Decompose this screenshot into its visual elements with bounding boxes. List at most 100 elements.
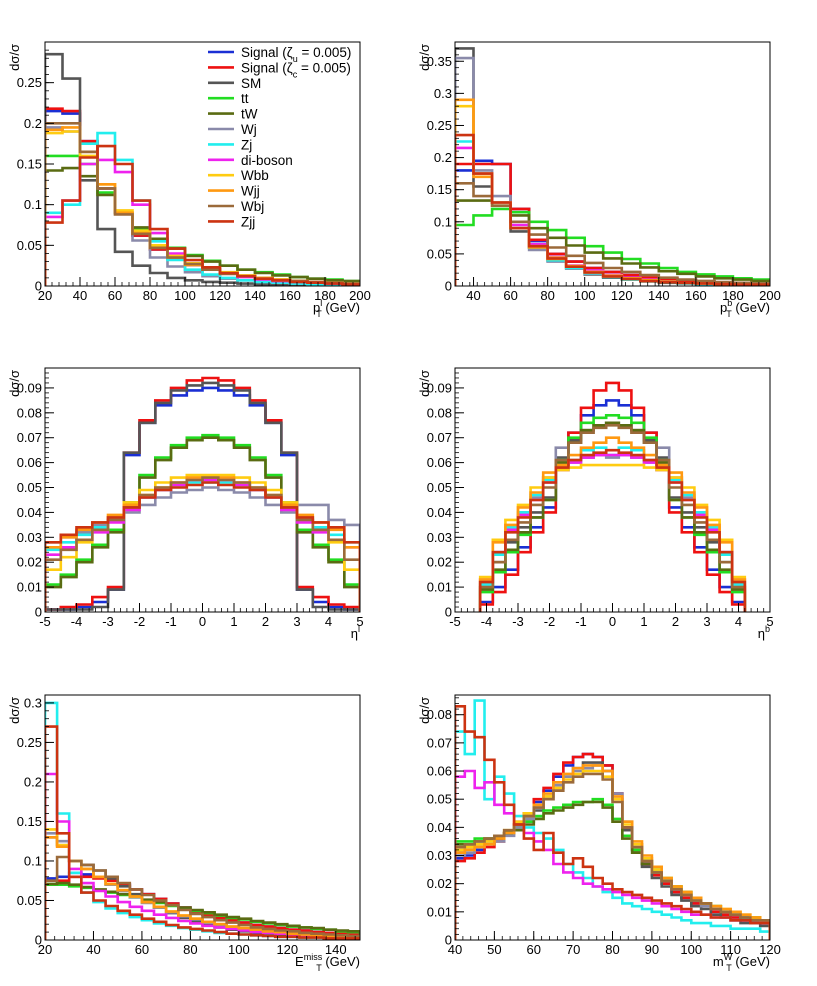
histogram-wbj	[45, 855, 360, 940]
histogram-wjj	[478, 436, 747, 612]
x-tick-label: 40	[466, 288, 480, 303]
histogram-zjj	[45, 481, 360, 612]
x-axis-label-sub: T	[726, 309, 732, 319]
x-tick-label: 60	[135, 942, 149, 957]
legend: Signal (ζu = 0.005)Signal (ζc = 0.005)SM…	[208, 45, 351, 229]
series-group	[455, 47, 770, 286]
y-tick-label: 0.03	[17, 530, 42, 545]
x-tick-label: 100	[680, 942, 702, 957]
x-tick-label: 160	[685, 288, 707, 303]
legend-label: Wbb	[241, 168, 269, 183]
legend-label-text: Wbj	[241, 199, 264, 214]
x-tick-label: 60	[503, 288, 517, 303]
histogram-zjj	[45, 725, 360, 940]
histogram-signal_u	[478, 399, 747, 612]
legend-label: tW	[241, 107, 258, 122]
x-tick-label: 100	[574, 288, 596, 303]
y-tick-label: 0.05	[427, 792, 452, 807]
x-axis-label: Emiss T (GeV)	[295, 952, 360, 973]
y-tick-label: 0.04	[427, 820, 452, 835]
y-tick-label: 0.04	[427, 505, 452, 520]
histogram-wj	[478, 446, 747, 612]
legend-entry-signal_c: Signal (ζc = 0.005)	[208, 60, 351, 79]
x-axis-label-sup: W	[724, 952, 733, 962]
y-tick-label: 0.25	[427, 118, 452, 133]
x-axis-label-unit: (GeV)	[732, 300, 770, 315]
x-tick-label: 180	[314, 288, 336, 303]
x-tick-label: 140	[648, 288, 670, 303]
x-axis-label-main: p	[720, 300, 727, 315]
x-tick-label: 5	[766, 614, 773, 629]
x-tick-label: 4	[735, 614, 742, 629]
y-tick-label: 0.05	[17, 480, 42, 495]
plot-frame	[454, 367, 771, 613]
x-axis-label: ηb	[758, 624, 770, 641]
legend-label-text: SM	[241, 76, 261, 91]
x-tick-label: -4	[71, 614, 83, 629]
x-tick-label: 140	[244, 288, 266, 303]
histogram-tw	[455, 800, 770, 940]
legend-entry-wbj: Wbj	[208, 199, 264, 214]
legend-label-text: Wbb	[241, 168, 269, 183]
series-group	[45, 52, 360, 286]
histogram-signal_c	[478, 381, 747, 612]
x-axis-label-main: η	[351, 626, 358, 641]
x-tick-label: 100	[228, 942, 250, 957]
y-tick-label: 0.25	[17, 75, 42, 90]
x-tick-label: 140	[325, 942, 347, 957]
legend-label: Wbj	[241, 199, 264, 214]
histogram-zjj	[455, 133, 770, 286]
y-tick-label: 0.3	[24, 695, 42, 710]
y-axis-label: dσ/σ	[7, 44, 22, 71]
y-axis-label: dσ/σ	[417, 697, 432, 724]
y-tick-label: 0.04	[17, 505, 42, 520]
x-axis-label: pb T (GeV)	[720, 298, 770, 319]
x-tick-label: 90	[645, 942, 659, 957]
x-tick-label: -3	[102, 614, 114, 629]
histogram-wbb	[478, 463, 747, 612]
y-tick-label: 0.1	[24, 853, 42, 868]
x-tick-label: 110	[720, 942, 741, 957]
x-axis-label: mW T (GeV)	[713, 952, 770, 973]
legend-label: Signal (ζu = 0.005)	[241, 45, 351, 64]
legend-label: tt	[241, 91, 249, 106]
x-tick-label: -1	[575, 614, 587, 629]
histogram-wbj	[478, 424, 747, 612]
y-tick-label: 0.15	[427, 182, 452, 197]
legend-entry-diboson: di-boson	[208, 153, 293, 168]
y-tick-label: 0.05	[17, 238, 42, 253]
y-tick-label: 0.07	[17, 430, 42, 445]
x-tick-label: 2	[672, 614, 679, 629]
x-tick-label: 40	[73, 288, 87, 303]
x-axis-label-sup: b	[727, 298, 732, 308]
x-tick-label: 5	[356, 614, 363, 629]
histogram-tw	[478, 421, 747, 612]
x-axis-label: pl T (GeV)	[313, 298, 360, 319]
y-tick-label: 0.05	[427, 480, 452, 495]
x-tick-label: 40	[86, 942, 100, 957]
legend-entry-wjj: Wjj	[208, 184, 260, 199]
x-axis-label-main: m	[713, 954, 724, 969]
legend-label-sub: u	[293, 54, 298, 64]
legend-label: di-boson	[241, 153, 293, 168]
x-tick-label: 20	[38, 288, 52, 303]
histogram-signal_u	[45, 386, 360, 612]
x-axis-label-sup: b	[765, 624, 770, 634]
y-tick-label: 0.09	[17, 380, 42, 395]
panel-lepton-eta: -5 -4 -3 -2 -1 0 1 2 3 4 5 0 0.01 0.02 0.03 0.04 0.05 0.0…	[7, 367, 364, 641]
panel-missing-et: 20 40 60 80 100 120 140 0 0.05 0.1 0.15 0.2 0.25 0.3d…	[7, 694, 361, 973]
legend-entry-wbb: Wbb	[208, 168, 269, 183]
y-tick-label: 0.03	[427, 848, 452, 863]
y-tick-label: 0.15	[17, 814, 42, 829]
legend-entry-sm: SM	[208, 76, 261, 91]
x-tick-label: 0	[199, 614, 206, 629]
x-tick-label: -4	[481, 614, 493, 629]
legend-label-text: tW	[241, 107, 258, 122]
x-tick-label: 160	[279, 288, 301, 303]
x-axis-label-main: p	[313, 300, 320, 315]
histogram-tw	[45, 436, 360, 612]
x-axis-label-main: η	[758, 626, 765, 641]
legend-entry-tt: tt	[208, 91, 249, 106]
x-tick-label: 60	[108, 288, 122, 303]
histogram-zj	[45, 701, 360, 940]
